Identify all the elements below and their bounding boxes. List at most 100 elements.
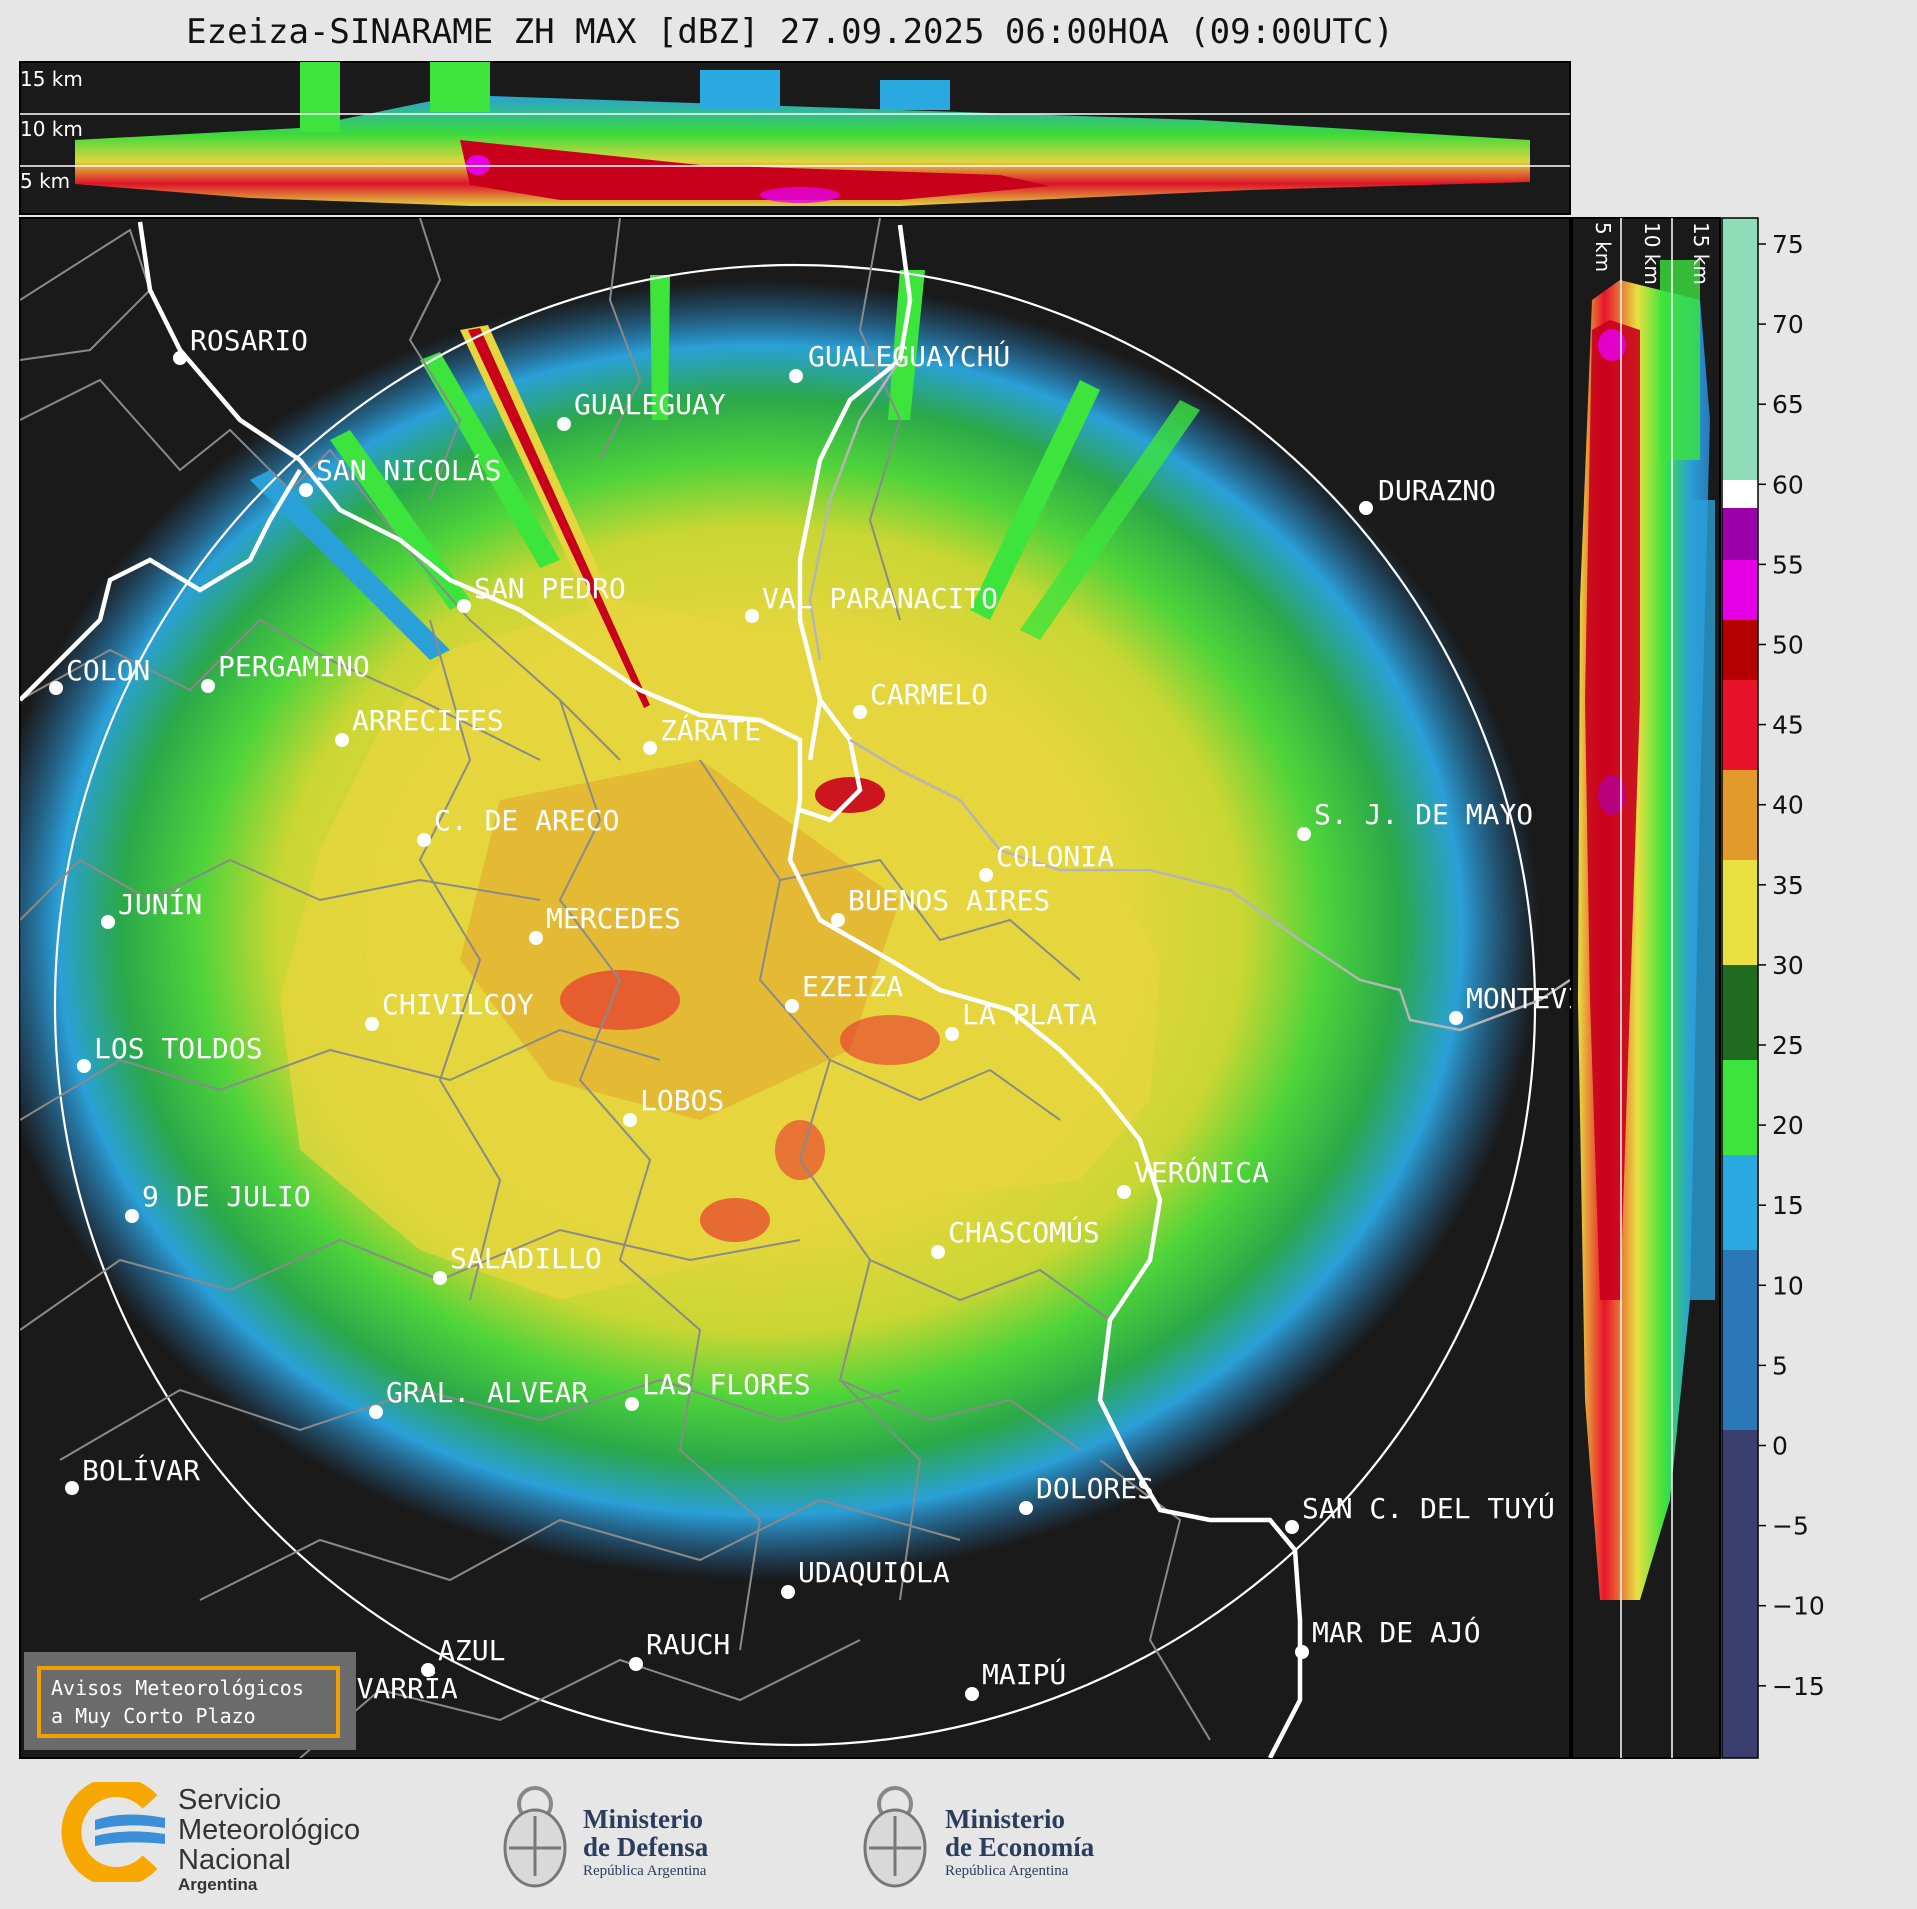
alert-notice-box[interactable]: Avisos Meteorológicos a Muy Corto Plazo [24, 1652, 356, 1750]
city-label: 9 DE JULIO [142, 1180, 311, 1213]
economia-line3: República Argentina [945, 1863, 1069, 1879]
altitude-label-15km: 15 km [20, 67, 83, 91]
city-dot [781, 1585, 795, 1599]
colorbar-tick-label: 20 [1772, 1111, 1804, 1140]
argentina-seal-icon-economia [863, 1786, 927, 1888]
city-dot [201, 679, 215, 693]
colorbar-tick-label: −10 [1772, 1592, 1825, 1621]
city-dot [101, 915, 115, 929]
city-dot [77, 1059, 91, 1073]
argentina-seal-icon-defensa [503, 1786, 567, 1888]
city-label: SAN NICOLÁS [316, 453, 501, 487]
city-dot [745, 609, 759, 623]
city-dot [965, 1687, 979, 1701]
city-dot [643, 741, 657, 755]
colorbar-tick-label: 40 [1772, 791, 1804, 820]
city-dot [335, 733, 349, 747]
city-label: ROSARIO [190, 324, 308, 357]
city-label: RAUCH [646, 1628, 730, 1661]
colorbar-tick-label: 50 [1772, 631, 1804, 660]
city-label: GUALEGUAY [574, 388, 726, 421]
city-label: CHIVILCOY [382, 988, 534, 1021]
colorbar-tick-label: 15 [1772, 1191, 1804, 1220]
colorbar-swatch [1722, 560, 1758, 620]
defensa-line1: Ministerio [583, 1804, 703, 1834]
side-cross-section-panel: 5 km 10 km 15 km [1571, 217, 1721, 1759]
city-label: VERÓNICA [1134, 1155, 1269, 1189]
colorbar-swatch [1722, 290, 1758, 370]
city-dot [365, 1017, 379, 1031]
economia-line1: Ministerio [945, 1804, 1065, 1834]
altitude-label-10km: 10 km [20, 117, 83, 141]
ministerio-defensa-text: Ministerio de Defensa República Argentin… [583, 1805, 708, 1881]
colorbar-swatch [1722, 1430, 1758, 1758]
city-label: JUNÍN [118, 887, 202, 921]
city-label: ZÁRATE [660, 713, 761, 747]
city-label: BOLÍVAR [82, 1453, 200, 1487]
city-label: S. J. DE MAYO [1314, 798, 1533, 831]
city-dot [369, 1405, 383, 1419]
colorbar-tick-label: 10 [1772, 1271, 1804, 1300]
city-label: LOBOS [640, 1084, 724, 1117]
city-dot [1359, 501, 1373, 515]
colorbar-tick-label: 25 [1772, 1031, 1804, 1060]
city-dot [65, 1481, 79, 1495]
chart-title: Ezeiza-SINARAME ZH MAX [dBZ] 27.09.2025 … [186, 12, 1394, 52]
colorbar-tick-label: 70 [1772, 310, 1804, 339]
colorbar-tick-label: −5 [1772, 1512, 1809, 1541]
city-dot [433, 1271, 447, 1285]
city-dot [1295, 1645, 1309, 1659]
city-label: PERGAMINO [218, 650, 370, 683]
city-label: ARRECIFES [352, 704, 504, 737]
smn-line4: Argentina [178, 1875, 258, 1894]
city-label: LA PLATA [962, 998, 1097, 1031]
alert-notice-line1: Avisos Meteorológicos [51, 1676, 304, 1700]
side-altitude-label-15km: 15 km [1689, 222, 1713, 285]
city-dot [1449, 1011, 1463, 1025]
colorbar-swatch [1722, 770, 1758, 860]
smn-line1: Servicio [178, 1784, 282, 1816]
economia-line2: de Economía [945, 1832, 1095, 1862]
city-label: DOLORES [1036, 1472, 1154, 1505]
city-label: LOS TOLDOS [94, 1032, 263, 1065]
city-dot [49, 681, 63, 695]
city-label: MERCEDES [546, 902, 681, 935]
uruguay-coast [808, 359, 1570, 1032]
colorbar-tick-label: 0 [1772, 1432, 1788, 1461]
city-label: GUALEGUAYCHÚ [808, 339, 1010, 373]
defensa-line2: de Defensa [583, 1832, 709, 1862]
radar-map-panel: ROSARIO GUALEGUAYCHÚ GUALEGUAY SAN NICOLÁS D… [19, 217, 1635, 1759]
city-label: SAN C. DEL TUYÚ [1302, 1491, 1555, 1525]
colorbar-tick-label: 65 [1772, 390, 1804, 419]
city-dot [789, 369, 803, 383]
city-dot [853, 705, 867, 719]
colorbar-swatch [1722, 1250, 1758, 1430]
city-dot [623, 1113, 637, 1127]
city-dot [1297, 827, 1311, 841]
city-dot [299, 483, 313, 497]
city-label: MAIPÚ [982, 1657, 1066, 1691]
city-label: COLON [66, 654, 150, 687]
smn-line3: Nacional [178, 1844, 291, 1876]
smn-logo-icon [61, 1782, 165, 1882]
city-label: COLONIA [996, 840, 1114, 873]
top-cross-section-panel: 15 km 10 km 5 km [19, 61, 1571, 215]
defensa-line3: República Argentina [583, 1863, 707, 1879]
city-label: EZEIZA [802, 970, 903, 1003]
city-label: LAS FLORES [642, 1368, 811, 1401]
city-dot [173, 351, 187, 365]
city-dot [125, 1209, 139, 1223]
altitude-label-5km: 5 km [20, 169, 70, 193]
colorbar-swatch [1722, 370, 1758, 480]
city-label: SALADILLO [450, 1242, 602, 1275]
colorbar-swatch [1722, 680, 1758, 770]
colorbar-swatch [1722, 1060, 1758, 1155]
city-dot [421, 1663, 435, 1677]
city-label: AZUL [438, 1634, 505, 1667]
city-dot [1285, 1520, 1299, 1534]
city-dot [931, 1245, 945, 1259]
city-label: GRAL. ALVEAR [386, 1376, 588, 1409]
city-label: SAN PEDRO [474, 572, 626, 605]
